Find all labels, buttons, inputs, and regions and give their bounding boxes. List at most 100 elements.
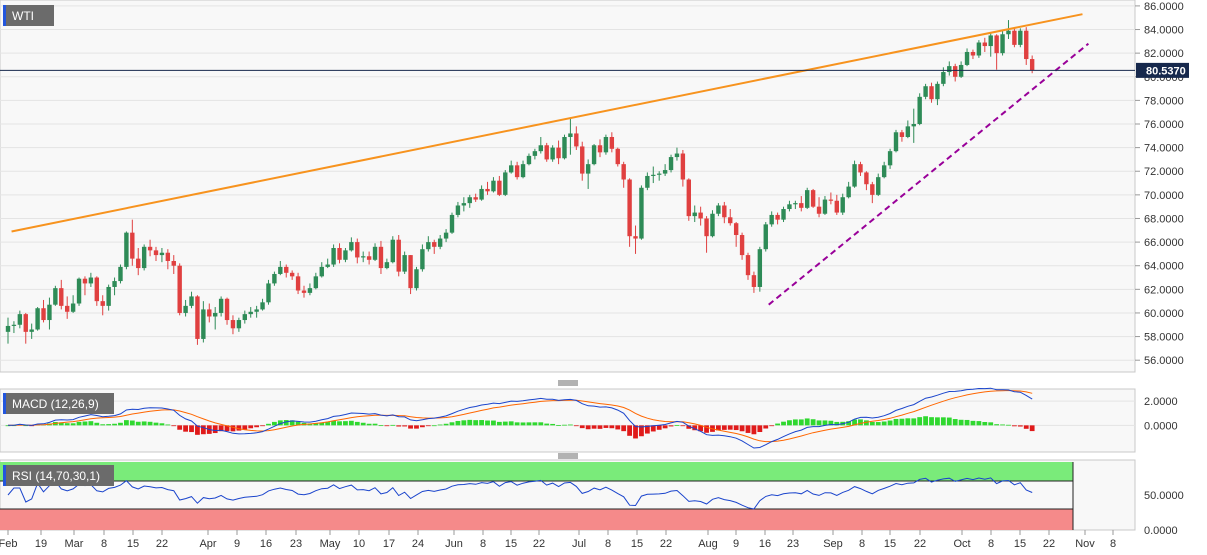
macd-histogram-bar xyxy=(159,423,165,426)
candle-body xyxy=(331,248,336,265)
candle xyxy=(852,160,857,188)
candle-body xyxy=(443,232,449,239)
candle-body xyxy=(781,209,786,220)
macd-histogram-bar xyxy=(100,424,106,426)
candle-body xyxy=(805,190,810,208)
macd-histogram-bar xyxy=(420,425,425,428)
price-tick-label: 64.0000 xyxy=(1144,261,1184,273)
macd-histogram-bar xyxy=(804,418,810,426)
candle xyxy=(53,285,58,306)
candle xyxy=(929,82,934,103)
panel-divider-handle[interactable] xyxy=(558,380,578,386)
panel-divider-handle[interactable] xyxy=(558,453,578,459)
candle-body xyxy=(201,309,206,339)
candle-body xyxy=(520,164,526,178)
candle xyxy=(236,317,242,332)
x-tick-label: 23 xyxy=(787,538,799,550)
candle-body xyxy=(254,309,259,312)
candle-body xyxy=(739,235,745,256)
price-tick-label: 68.0000 xyxy=(1144,213,1184,225)
macd-histogram-bar xyxy=(414,425,419,429)
candle xyxy=(153,246,159,261)
macd-histogram-bar xyxy=(721,425,727,430)
candle xyxy=(59,279,64,310)
candle xyxy=(580,141,585,181)
price-tick-label: 78.0000 xyxy=(1144,95,1184,107)
candle-body xyxy=(1029,59,1035,71)
candle-body xyxy=(485,188,490,192)
price-tick-label: 74.0000 xyxy=(1144,143,1184,155)
candle xyxy=(988,33,993,57)
candle-body xyxy=(384,262,390,269)
x-tick-label: Mar xyxy=(65,538,84,550)
macd-histogram-bar xyxy=(911,418,917,426)
macd-histogram-bar xyxy=(230,425,236,432)
candle xyxy=(532,148,538,160)
candle-body xyxy=(556,147,561,159)
macd-histogram-bar xyxy=(354,421,360,426)
macd-histogram-bar xyxy=(692,425,698,431)
macd-histogram-bar xyxy=(461,420,467,426)
rsi-tick-label: 0.0000 xyxy=(1144,525,1178,537)
macd-histogram-bar xyxy=(224,425,230,432)
candle-body xyxy=(236,320,242,329)
candle-body xyxy=(793,203,798,205)
macd-histogram-bar xyxy=(496,421,502,426)
macd-histogram-bar xyxy=(905,418,911,426)
macd-histogram-bar xyxy=(1006,424,1011,426)
candle xyxy=(899,129,905,142)
price-tick-label: 76.0000 xyxy=(1144,119,1184,131)
candle xyxy=(118,264,123,284)
candle xyxy=(343,248,348,263)
candle xyxy=(455,201,461,218)
x-tick-label: 10 xyxy=(353,538,365,550)
candle-body xyxy=(266,283,271,303)
x-tick-label: 15 xyxy=(127,538,139,550)
candle xyxy=(947,61,952,76)
macd-histogram-bar xyxy=(325,422,331,426)
candle-body xyxy=(378,246,384,269)
candle-body xyxy=(1000,34,1005,54)
candle-body xyxy=(751,275,757,287)
candle-body xyxy=(591,145,597,165)
candle xyxy=(432,239,437,254)
x-tick-label: 15 xyxy=(1014,538,1026,550)
candle xyxy=(189,291,194,309)
macd-histogram-bar xyxy=(1000,424,1005,426)
candle xyxy=(254,305,259,318)
candle xyxy=(319,262,324,278)
candle-body xyxy=(497,180,502,195)
macd-histogram-bar xyxy=(70,423,76,426)
candle-body xyxy=(165,252,171,261)
macd-histogram-bar xyxy=(491,420,496,426)
candle-body xyxy=(911,124,916,127)
candle xyxy=(177,263,182,316)
candle-body xyxy=(982,42,987,47)
candle-body xyxy=(218,298,224,313)
macd-histogram-bar xyxy=(443,423,449,426)
candle-body xyxy=(1018,30,1023,45)
candle xyxy=(757,246,763,292)
candle-body xyxy=(757,249,763,287)
macd-histogram-bar xyxy=(781,421,786,426)
candle xyxy=(633,225,638,254)
candle-body xyxy=(680,153,686,180)
candle xyxy=(408,255,413,295)
x-tick-label: 15 xyxy=(631,538,643,550)
macd-histogram-bar xyxy=(372,423,378,426)
macd-histogram-bar xyxy=(976,421,982,426)
macd-histogram-bar xyxy=(266,423,271,426)
candle xyxy=(266,279,271,305)
x-tick-label: 22 xyxy=(533,538,545,550)
candle-body xyxy=(526,155,532,165)
macd-histogram-bar xyxy=(935,417,940,426)
candle xyxy=(893,129,899,153)
candle xyxy=(361,251,366,263)
price-tick-label: 62.0000 xyxy=(1144,284,1184,296)
macd-histogram-bar xyxy=(834,421,840,426)
candle-body xyxy=(467,197,472,204)
candle-body xyxy=(929,86,934,100)
macd-histogram-bar xyxy=(106,424,112,426)
x-tick-label: 8 xyxy=(859,538,865,550)
macd-histogram-bar xyxy=(343,421,348,426)
